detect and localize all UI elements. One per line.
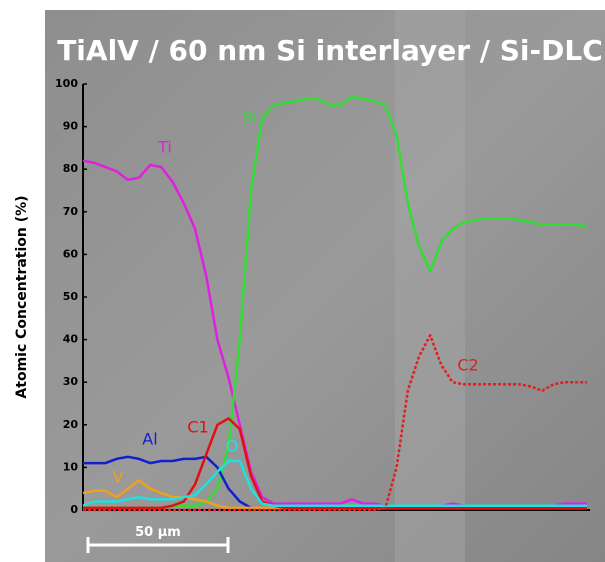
scale-bar-label: 50 µm	[135, 525, 181, 540]
y-tick-label: 0	[70, 503, 78, 516]
y-tick-label: 20	[63, 418, 79, 431]
y-tick-label: 40	[63, 333, 79, 346]
y-tick-label: 50	[63, 290, 79, 303]
y-tick-label: 30	[63, 375, 79, 388]
y-axis-label: Atomic Concentration (%)	[14, 195, 30, 398]
y-tick-label: 70	[63, 205, 79, 218]
interlayer-band	[395, 10, 465, 562]
chart: TiAlV / 60 nm Si interlayer / Si-DLC Ato…	[0, 0, 605, 562]
y-tick-label: 90	[63, 120, 79, 133]
series-label: V	[113, 468, 124, 487]
sem-background	[45, 10, 605, 562]
y-tick-label: 60	[63, 247, 79, 260]
series-label: Si	[243, 108, 258, 127]
y-tick-label: 100	[55, 77, 78, 90]
series-label: Al	[142, 430, 157, 449]
series-label: O	[226, 437, 239, 456]
series-label: Ti	[157, 138, 172, 157]
series-label: C2	[457, 356, 478, 375]
y-tick-label: 10	[63, 460, 79, 473]
chart-title: TiAlV / 60 nm Si interlayer / Si-DLC	[57, 34, 603, 67]
series-label: C1	[187, 418, 208, 437]
y-tick-label: 80	[63, 162, 79, 175]
